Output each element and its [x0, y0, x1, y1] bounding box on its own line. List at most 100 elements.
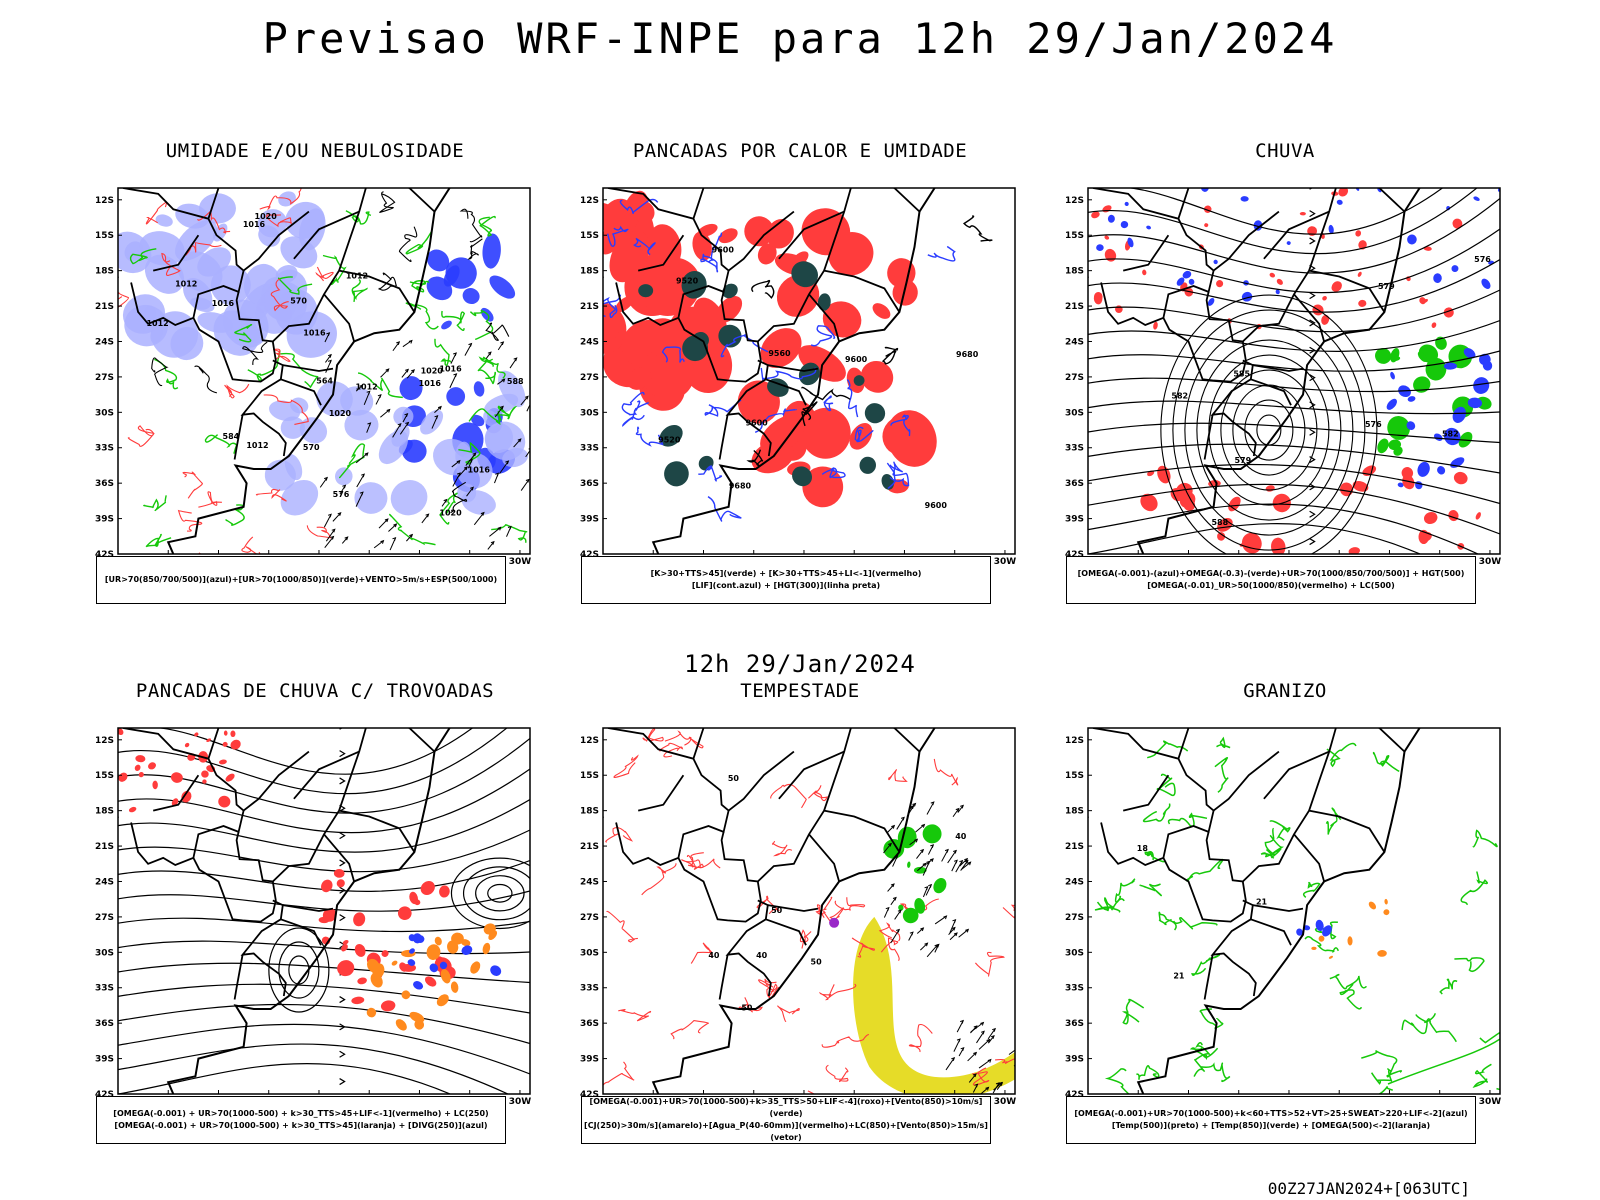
contour-label: 570 — [303, 443, 320, 452]
contour-label: 1012 — [175, 280, 197, 289]
legend-line: [OMEGA(-0.001) + UR>70(1000-500) + k>30_… — [114, 1121, 488, 1130]
contour-label: 21 — [1173, 972, 1185, 981]
lat-label: 18S — [580, 267, 599, 277]
lat-label: 12S — [1065, 196, 1084, 206]
contour-label: 1020 — [255, 212, 278, 221]
lat-label: 27S — [1065, 373, 1084, 383]
lat-label: 33S — [580, 444, 599, 454]
lat-label: 21S — [95, 302, 114, 312]
lat-label: 21S — [580, 842, 599, 852]
lat-label: 36S — [95, 1019, 114, 1029]
legend-box: [OMEGA(-0.001) + UR>70(1000-500) + k>30_… — [96, 1096, 506, 1144]
lat-label: 18S — [1065, 807, 1084, 817]
lat-label: 21S — [1065, 302, 1084, 312]
contour-label: 1020 — [329, 409, 352, 418]
field-layer — [118, 728, 530, 1094]
field-layer: 9600 9680 9560 9600 9520 9520 9600 9680 9600 — [603, 190, 993, 522]
legend-line: [OMEGA(-0.001)-(azul)+OMEGA(-0.3)-(verde… — [1077, 569, 1465, 578]
lat-label: 15S — [95, 771, 114, 781]
map-frame — [602, 187, 1016, 555]
lat-label: 33S — [1065, 444, 1084, 454]
lat-label: 27S — [95, 373, 114, 383]
main-title: Previsao WRF-INPE para 12h 29/Jan/2024 — [262, 14, 1338, 63]
map-frame — [117, 727, 531, 1095]
legend-line: [K>30+TTS>45](verde) + [K>30+TTS>45+LI<-… — [650, 569, 922, 578]
contour-label: 50 — [728, 774, 740, 783]
lat-label: 30S — [580, 948, 599, 958]
contour-label: 9600 — [745, 419, 768, 428]
legend-line: [CJ(250)>30m/s](amarelo)+[Agua_P(40-60mm… — [584, 1121, 988, 1142]
legend-line: [OMEGA(-0.001)+UR>70(1000-500)+k>35_TTS>… — [589, 1097, 983, 1118]
panel-title: TEMPESTADE — [740, 680, 860, 702]
boundaries — [118, 188, 451, 554]
lat-label: 30S — [580, 408, 599, 418]
contour-label: 9680 — [729, 482, 752, 491]
lat-label: 30S — [95, 408, 114, 418]
lat-label: 15S — [95, 231, 114, 241]
lat-label: 24S — [95, 337, 114, 347]
lat-label: 39S — [1065, 515, 1084, 525]
lat-label: 39S — [580, 515, 599, 525]
weather-map: 1016 1012 1016 1016 1012 1012 1012 1012 1016 1016… — [95, 187, 532, 567]
contour-label: 564 — [316, 377, 333, 386]
panel-title: CHUVA — [1255, 140, 1315, 162]
lat-label: 12S — [95, 736, 114, 746]
lat-label: 21S — [1065, 842, 1084, 852]
lat-label: 39S — [1065, 1055, 1084, 1065]
contour-label: 9600 — [845, 355, 868, 364]
lat-label: 39S — [95, 515, 114, 525]
lat-label: 24S — [1065, 337, 1084, 347]
panel-title: PANCADAS DE CHUVA C/ TROVOADAS — [135, 680, 495, 702]
contour-label: 18 — [1137, 844, 1149, 853]
lat-label: 21S — [95, 842, 114, 852]
boundaries — [1088, 188, 1421, 554]
panel-title: PANCADAS POR CALOR E UMIDADE — [632, 140, 968, 162]
map-panel-2: PANCADAS POR CALOR E UMIDADE 9600 9680 9560… — [565, 140, 1035, 630]
lat-label: 15S — [580, 231, 599, 241]
contour-label: 1012 — [246, 441, 268, 450]
legend-line: [UR>70(850/700/500)](azul)+[UR>70(1000/8… — [104, 575, 498, 584]
contour-label: 588 — [1211, 518, 1228, 527]
weather-map: 58857658557958257958257612S15S18S21S24S2… — [1065, 187, 1502, 567]
lat-label: 24S — [580, 877, 599, 887]
lat-label: 33S — [95, 444, 114, 454]
lon-label: 30W — [994, 557, 1017, 567]
map-panel-3: CHUVA 588 576 585 579 582 579 582 576 12S 15S 18S 21… — [1050, 140, 1520, 630]
contour-label: 1012 — [355, 382, 377, 391]
lat-label: 12S — [95, 196, 114, 206]
lat-label: 30S — [1065, 408, 1084, 418]
lon-label: 30W — [1479, 557, 1502, 567]
weather-map: 40 50 40 50 50 40 50 12S 15S 18S 21S 24S 27S 30S 33S 36… — [580, 727, 1016, 1107]
lon-label: 30W — [1479, 1097, 1502, 1107]
lat-label: 33S — [580, 984, 599, 994]
lat-label: 27S — [1065, 913, 1084, 923]
boundaries — [603, 188, 936, 554]
lat-label: 15S — [1065, 231, 1084, 241]
lat-label: 12S — [580, 196, 599, 206]
contour-label: 9600 — [925, 501, 948, 510]
contour-label: 9600 — [712, 245, 735, 254]
lat-label: 39S — [95, 1055, 114, 1065]
contour-label: 40 — [955, 832, 967, 841]
lon-label: 30W — [509, 557, 532, 567]
lat-label: 15S — [580, 771, 599, 781]
lat-label: 36S — [1065, 479, 1084, 489]
map-panel-5: TEMPESTADE 40 50 40 50 50 40 50 12S 15S 18S 21S 24S 2… — [565, 680, 1035, 1170]
contour-label: 570 — [290, 297, 307, 306]
run-info: 00Z27JAN2024+[063UTC] — [1267, 1179, 1470, 1198]
contour-label: 588 — [507, 377, 524, 386]
lat-label: 42S — [580, 1090, 599, 1100]
lat-label: 33S — [1065, 984, 1084, 994]
contour-label: 576 — [333, 490, 350, 499]
weather-map: 12S15S18S21S24S27S30S33S36S39S42S70W65W6… — [95, 727, 531, 1107]
map-frame — [602, 727, 1016, 1095]
lat-label: 39S — [580, 1055, 599, 1065]
contour-label: 1016 — [468, 465, 491, 474]
contour-label: 584 — [223, 432, 240, 441]
legend-line: [OMEGA(-0.001) + UR>70(1000-500) + k>30_… — [113, 1109, 489, 1118]
contour-label: 579 — [1378, 282, 1395, 291]
contour-label: 40 — [708, 951, 720, 960]
lat-label: 12S — [580, 736, 599, 746]
legend-line: [LIF](cont.azul) + [HGT(300)](linha pret… — [691, 581, 881, 590]
